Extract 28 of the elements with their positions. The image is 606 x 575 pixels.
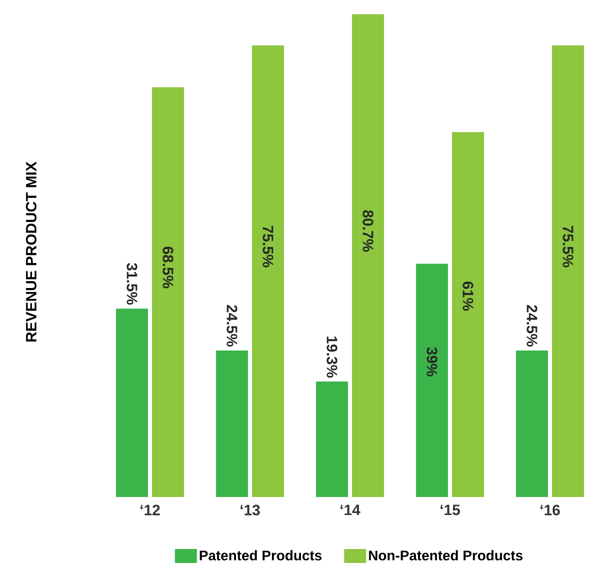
data-label: 19.3% xyxy=(326,336,338,378)
bar xyxy=(516,350,548,497)
data-label: 75.5% xyxy=(262,226,274,268)
bar xyxy=(416,264,448,497)
y-axis-title: REVENUE PRODUCT MIX xyxy=(26,162,36,342)
bar xyxy=(116,308,148,497)
bar xyxy=(352,14,384,497)
bar xyxy=(452,132,484,497)
bar xyxy=(252,45,284,497)
bar xyxy=(316,382,348,497)
data-label: 80.7% xyxy=(362,210,374,252)
x-tick-label: ‘12 xyxy=(140,504,160,516)
bar xyxy=(152,87,184,497)
data-label: 75.5% xyxy=(562,226,574,268)
x-tick-label: ‘13 xyxy=(240,504,260,516)
legend-label: Patented Products xyxy=(200,550,322,560)
x-tick-label: ‘16 xyxy=(540,504,560,516)
legend-label: Non-Patented Products xyxy=(369,550,523,560)
data-label: 68.5% xyxy=(162,246,174,288)
data-label: 31.5% xyxy=(126,263,138,305)
data-label: 24.5% xyxy=(226,305,238,347)
data-label: 61% xyxy=(462,282,474,311)
data-label: 24.5% xyxy=(526,305,538,347)
data-label: 39% xyxy=(426,347,438,376)
x-tick-label: ‘14 xyxy=(340,504,360,516)
bar xyxy=(552,45,584,497)
bar xyxy=(216,350,248,497)
x-tick-label: ‘15 xyxy=(440,504,460,516)
